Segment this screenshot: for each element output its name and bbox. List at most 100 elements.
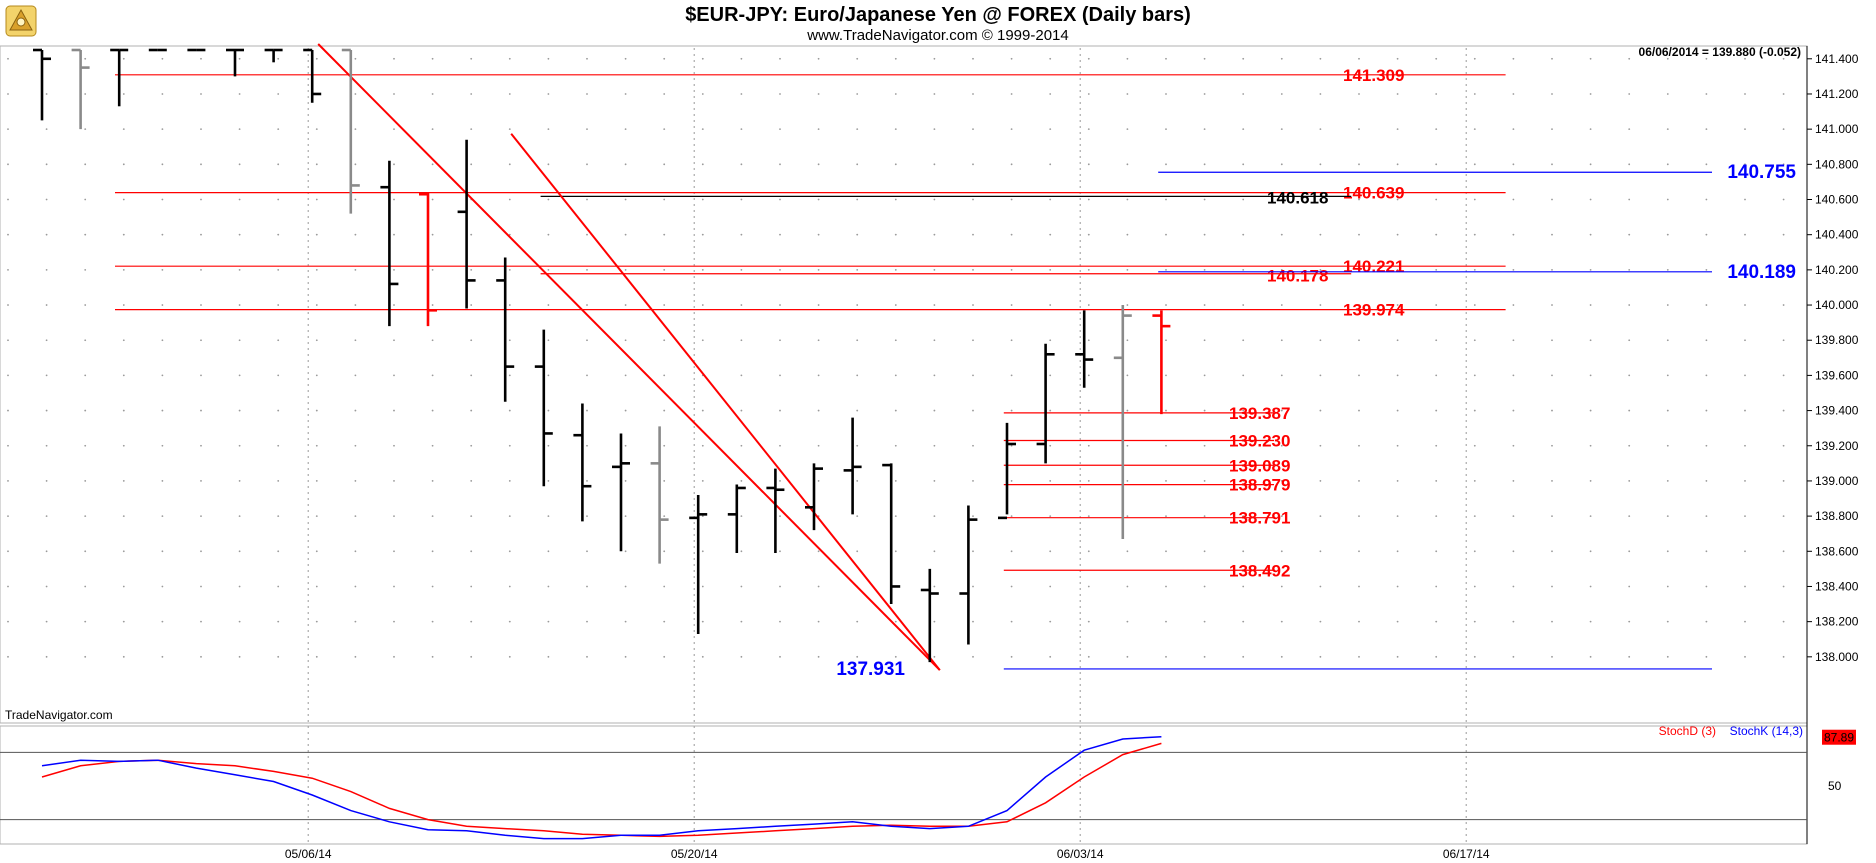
- ohlc-bar: [959, 505, 978, 645]
- grid-dot: [1358, 268, 1360, 271]
- grid-dot: [1087, 93, 1090, 95]
- grid-dot: [547, 515, 550, 518]
- grid-dot: [238, 198, 241, 201]
- grid-dot: [1087, 339, 1090, 342]
- price-axis: 141.400 141.200 141.000 140.800 140.600 140.4…: [1807, 52, 1859, 664]
- grid-dot: [1203, 374, 1206, 377]
- grid-dot: [1203, 268, 1206, 271]
- grid-dot: [1705, 620, 1708, 623]
- grid-dot: [1628, 93, 1631, 95]
- grid-dot: [1589, 550, 1592, 553]
- grid-dot: [1666, 480, 1669, 482]
- grid-dot: [817, 480, 820, 482]
- grid-dot: [1589, 268, 1592, 271]
- grid-dot: [354, 128, 357, 131]
- grid-dot: [1165, 198, 1167, 201]
- grid-dot: [470, 268, 473, 271]
- grid-dot: [45, 620, 48, 623]
- grid-dot: [624, 409, 627, 412]
- grid-dot: [894, 304, 897, 306]
- grid-dot: [1319, 374, 1322, 377]
- grid-dot: [84, 233, 87, 236]
- grid-dot: [1512, 374, 1515, 377]
- grid-dot: [45, 268, 48, 271]
- grid-dot: [354, 268, 357, 271]
- grid-dot: [1705, 550, 1708, 553]
- grid-dot: [277, 620, 280, 623]
- grid-dot: [431, 233, 434, 236]
- grid-dot: [1358, 550, 1360, 553]
- grid-dot: [1551, 339, 1553, 342]
- grid-dot: [1512, 339, 1515, 342]
- grid-dot: [200, 550, 202, 553]
- grid-dot: [894, 550, 897, 553]
- grid-dot: [856, 304, 859, 306]
- grid-dot: [933, 339, 936, 342]
- grid-dot: [431, 409, 434, 412]
- grid-dot: [1435, 585, 1438, 588]
- grid-dot: [740, 198, 743, 201]
- grid-dot: [1242, 515, 1245, 518]
- grid-dot: [1666, 620, 1669, 623]
- grid-dot: [1319, 620, 1322, 623]
- grid-dot: [856, 128, 859, 131]
- grid-dot: [1744, 163, 1746, 166]
- grid-dot: [1358, 339, 1360, 342]
- grid-dot: [586, 128, 588, 131]
- grid-dot: [1010, 198, 1013, 201]
- grid-dot: [1280, 374, 1283, 377]
- grid-dot: [856, 620, 859, 623]
- level-label: 138.492: [1229, 561, 1290, 580]
- grid-dot: [431, 444, 434, 447]
- grid-dot: [1280, 304, 1283, 306]
- grid-dot: [1589, 620, 1592, 623]
- grid-dot: [1087, 163, 1090, 166]
- grid-dot: [856, 444, 859, 447]
- grid-dot: [1473, 93, 1476, 95]
- grid-dot: [1010, 163, 1013, 166]
- watermark: TradeNavigator.com: [5, 708, 113, 722]
- grid-dot: [470, 233, 473, 236]
- grid-dot: [1087, 620, 1090, 623]
- grid-dot: [586, 163, 588, 166]
- grid-dot: [779, 198, 781, 201]
- grid-dot: [817, 163, 820, 166]
- grid-dot: [624, 550, 627, 553]
- ohlc-bar: [1113, 305, 1132, 539]
- grid-dot: [856, 233, 859, 236]
- grid-dot: [470, 550, 473, 553]
- grid-dot: [393, 57, 395, 60]
- grid-dot: [1512, 515, 1515, 518]
- x-tick-label: 06/17/14: [1443, 847, 1490, 861]
- grid-dot: [1358, 163, 1360, 166]
- grid-dot: [779, 655, 781, 658]
- grid-dot: [84, 655, 87, 658]
- grid-dot: [470, 163, 473, 166]
- grid-dot: [1165, 233, 1167, 236]
- grid-dot: [624, 655, 627, 658]
- grid-dot: [7, 374, 9, 377]
- grid-dot: [1280, 515, 1283, 518]
- grid-dot: [1551, 444, 1553, 447]
- grid-dot: [624, 198, 627, 201]
- grid-dot: [894, 444, 897, 447]
- grid-dot: [1358, 128, 1360, 131]
- grid-dot: [1165, 515, 1167, 518]
- grid-dot: [200, 374, 202, 377]
- grid-dot: [779, 515, 781, 518]
- grid-dot: [1396, 444, 1399, 447]
- grid-dot: [547, 444, 550, 447]
- grid-dot: [238, 409, 241, 412]
- grid-dot: [1126, 93, 1129, 95]
- grid-dot: [470, 409, 473, 412]
- grid-dot: [779, 620, 781, 623]
- grid-dot: [1126, 515, 1129, 518]
- grid-dot: [1165, 93, 1167, 95]
- grid-dot: [1589, 339, 1592, 342]
- x-tick-label: 05/20/14: [671, 847, 718, 861]
- level-label: 140.639: [1343, 184, 1404, 203]
- grid-dot: [779, 268, 781, 271]
- grid-dot: [740, 409, 743, 412]
- grid-dot: [1087, 304, 1090, 306]
- y-tick-label: 139.000: [1815, 474, 1859, 488]
